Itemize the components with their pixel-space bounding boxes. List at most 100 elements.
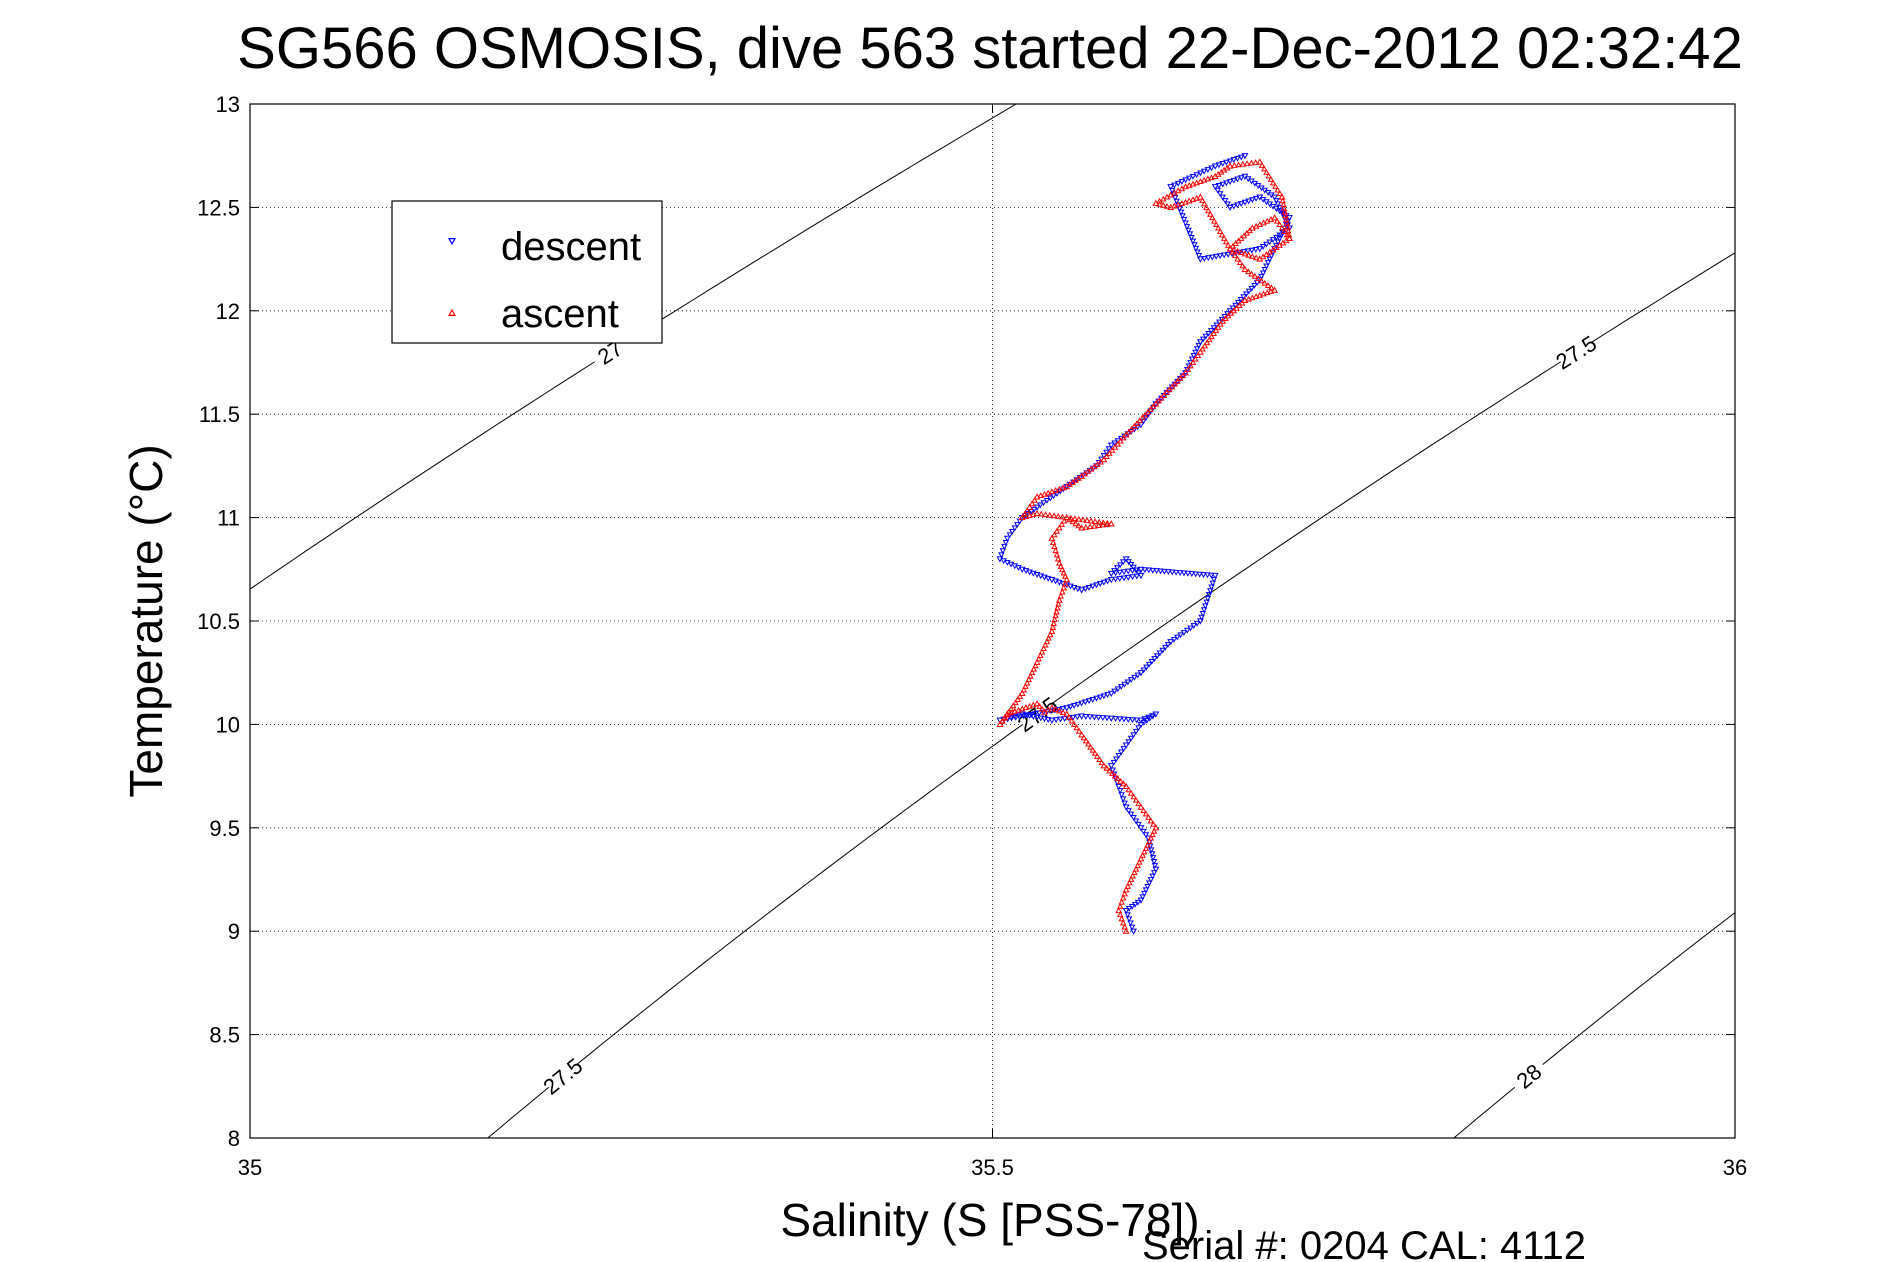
ascent-track-marker (1096, 756, 1103, 762)
ascent-point (1152, 400, 1160, 407)
legend-ascent-triangle (447, 308, 457, 316)
ascent-track-marker (1104, 519, 1111, 526)
ascent-track-marker (1038, 648, 1046, 655)
descent-track-marker (1089, 696, 1096, 703)
descent-point (1107, 442, 1115, 449)
ascent-track-marker (1224, 241, 1232, 248)
ascent-track-marker (1056, 485, 1063, 492)
descent-track-marker (1125, 739, 1132, 746)
density-contour-line (486, 252, 1735, 1138)
ascent-track-marker (1052, 487, 1059, 493)
ascent-track-marker (1119, 894, 1127, 901)
descent-track-marker (1026, 569, 1033, 576)
descent-track-marker (1177, 632, 1184, 639)
descent-track-marker (1037, 573, 1045, 580)
ascent-track-marker (1274, 186, 1281, 193)
descent-track-marker (1274, 239, 1282, 246)
descent-track-marker (1205, 255, 1212, 262)
ascent-track-marker (1010, 702, 1017, 709)
descent-track-marker (1127, 735, 1135, 742)
y-tick-label: 8 (228, 1126, 240, 1151)
descent-track-marker (1076, 474, 1084, 481)
ascent-track-marker (1050, 512, 1058, 519)
descent-track-marker (1142, 832, 1150, 839)
ascent-track-marker (1018, 705, 1026, 712)
descent-track-marker (1190, 623, 1198, 630)
ascent-track-marker (1116, 902, 1124, 909)
ascent-track-marker (1057, 592, 1065, 599)
ascent-track-marker (1171, 380, 1178, 387)
ascent-track-marker (1276, 221, 1283, 228)
ascent-point (1271, 214, 1279, 221)
descent-point (1137, 897, 1145, 904)
descent-point (1167, 639, 1175, 646)
contour-label-bg (1505, 1053, 1551, 1097)
descent-track-marker (1172, 569, 1180, 576)
descent-track-marker (1224, 201, 1231, 208)
descent-track-marker (1131, 674, 1138, 681)
ascent-track-marker (1054, 604, 1061, 611)
ascent-track-marker (1166, 386, 1173, 393)
descent-track-marker (1070, 703, 1078, 709)
ascent-track-marker (1124, 882, 1132, 889)
y-tick-label: 9 (228, 919, 240, 944)
descent-track-marker (1074, 714, 1081, 721)
ascent-track-marker (1051, 543, 1058, 549)
ascent-track-marker (1126, 879, 1133, 886)
descent-track-marker (1195, 253, 1203, 259)
descent-point (1107, 763, 1115, 770)
descent-track-marker (1143, 717, 1151, 724)
ascent-track-marker (1051, 531, 1058, 538)
ascent-track-marker (1237, 249, 1245, 256)
ascent-track-marker (1249, 253, 1256, 259)
descent-track-marker (1149, 855, 1157, 861)
descent-point (1196, 618, 1204, 625)
ascent-track-marker (1108, 446, 1116, 453)
ascent-track-marker (1044, 489, 1052, 496)
x-axis-ticks: 35 35.5 36 (238, 104, 1747, 1180)
descent-track-marker (1116, 576, 1124, 582)
legend-ascent-marker (447, 308, 457, 316)
ascent-track-marker (1091, 522, 1098, 529)
descent-track-marker (1193, 172, 1200, 179)
descent-track-marker (1116, 716, 1124, 723)
descent-point (1122, 556, 1130, 563)
descent-track-marker (1194, 249, 1201, 256)
descent-track-marker (1243, 291, 1250, 298)
ascent-track-marker (1200, 176, 1208, 183)
ascent-point (1048, 704, 1056, 711)
serial-cal-footer: Serial #: 0204 CAL: 4112 (1142, 1224, 1586, 1262)
descent-track-marker (1190, 353, 1198, 360)
ascent-track-marker (1135, 800, 1142, 807)
descent-track-marker (1176, 570, 1184, 576)
ascent-track-marker (1114, 440, 1122, 447)
descent-point (1167, 184, 1175, 191)
ascent-track-marker (1149, 831, 1156, 838)
descent-track-marker (1032, 711, 1039, 718)
descent-track-marker (1204, 595, 1212, 602)
descent-point (1078, 587, 1086, 594)
descent-track-marker (1245, 288, 1253, 295)
ascent-track-marker (1145, 814, 1152, 820)
descent-track-marker (1230, 177, 1238, 184)
descent-point (1137, 572, 1145, 580)
descent-track-marker (1161, 568, 1168, 575)
ascent-track-marker (1057, 562, 1065, 569)
descent-track-marker (1180, 570, 1188, 577)
ascent-point (1196, 348, 1204, 355)
chart-title: SG566 OSMOSIS, dive 563 started 22-Dec-2… (237, 16, 1743, 81)
ascent-track-marker (1075, 522, 1082, 529)
descent-point (1137, 566, 1145, 573)
ascent-track-marker (1235, 161, 1242, 168)
ascent-track-marker (1125, 786, 1132, 793)
ascent-track-marker (1127, 789, 1135, 796)
descent-track-marker (1111, 440, 1118, 447)
descent-track-marker (999, 548, 1007, 555)
descent-track-marker (1129, 574, 1136, 581)
descent-track-marker (1096, 694, 1104, 701)
descent-track-marker (1124, 912, 1131, 919)
ascent-track-marker (1259, 253, 1267, 260)
ascent-track-marker (1052, 612, 1059, 619)
ascent-track-marker (1273, 244, 1280, 251)
descent-track-marker (1111, 568, 1118, 574)
